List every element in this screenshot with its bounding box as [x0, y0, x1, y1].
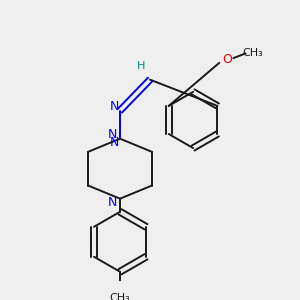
Text: CH₃: CH₃ — [110, 293, 130, 300]
Text: N: N — [108, 196, 117, 209]
Text: N: N — [108, 128, 117, 141]
Text: CH₃: CH₃ — [243, 48, 263, 59]
Text: N: N — [110, 100, 119, 113]
Text: N: N — [110, 136, 119, 149]
Text: H: H — [136, 61, 145, 70]
Text: O: O — [222, 52, 232, 65]
